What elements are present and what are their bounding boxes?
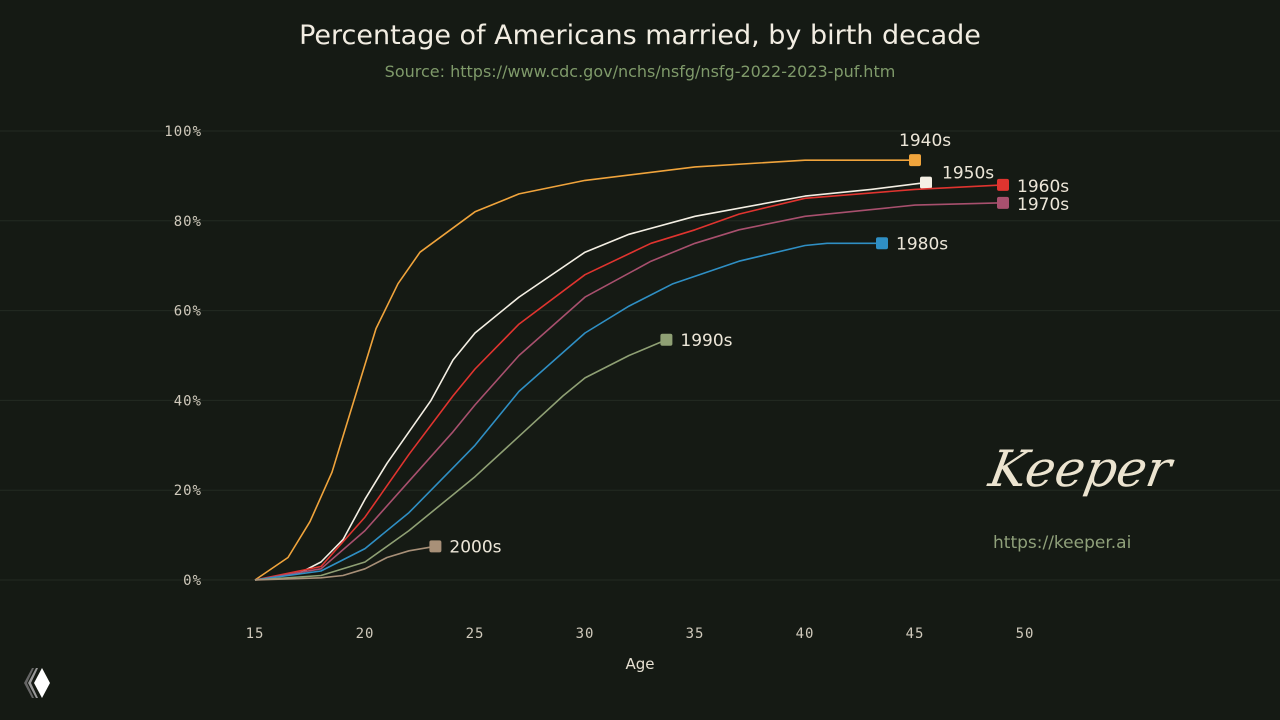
y-tick-label: 40% <box>174 393 202 409</box>
series-line-1950s <box>254 181 927 581</box>
x-tick-label: 35 <box>686 626 705 642</box>
series-line-1940s <box>254 159 915 581</box>
x-tick-label: 40 <box>796 626 815 642</box>
series-end-marker-1960s <box>997 178 1009 191</box>
series-end-marker-1950s <box>920 176 932 189</box>
y-tick-label: 80% <box>174 214 202 230</box>
series-label-1960s: 1960s <box>1017 177 1069 197</box>
x-tick-label: 50 <box>1016 626 1035 642</box>
series-label-1990s: 1990s <box>680 331 732 351</box>
x-tick-label: 45 <box>906 626 925 642</box>
series-line-1990s <box>254 339 667 581</box>
series-end-marker-1940s <box>909 154 921 167</box>
x-tick-label: 30 <box>576 626 595 642</box>
keeper-logo-signature: Keeper <box>984 440 1176 498</box>
series-label-1980s: 1980s <box>896 234 948 254</box>
series-line-1970s <box>254 202 1004 581</box>
series-label-1940s: 1940s <box>899 131 951 151</box>
series-label-1970s: 1970s <box>1017 195 1069 215</box>
x-tick-label: 20 <box>356 626 375 642</box>
series-label-2000s: 2000s <box>449 537 501 557</box>
series-end-marker-1970s <box>997 196 1009 209</box>
series-line-1960s <box>254 184 1004 581</box>
series-label-1950s: 1950s <box>942 164 994 184</box>
y-tick-label: 100% <box>164 124 202 140</box>
y-tick-label: 20% <box>174 483 202 499</box>
x-tick-label: 15 <box>246 626 265 642</box>
app-logo-icon <box>24 668 50 698</box>
series-end-marker-2000s <box>429 540 442 553</box>
series-end-marker-1990s <box>660 333 673 346</box>
chart-subtitle[interactable]: Source: https://www.cdc.gov/nchs/nsfg/ns… <box>384 62 896 81</box>
series-end-marker-1980s <box>876 237 888 250</box>
y-tick-label: 60% <box>174 304 202 320</box>
chart-title: Percentage of Americans married, by birt… <box>299 20 981 51</box>
series-line-1980s <box>254 242 882 581</box>
x-axis-label: Age <box>625 655 655 673</box>
x-tick-label: 25 <box>466 626 485 642</box>
series-line-2000s <box>254 545 436 581</box>
keeper-url[interactable]: https://keeper.ai <box>993 533 1132 553</box>
y-tick-label: 0% <box>183 573 202 589</box>
